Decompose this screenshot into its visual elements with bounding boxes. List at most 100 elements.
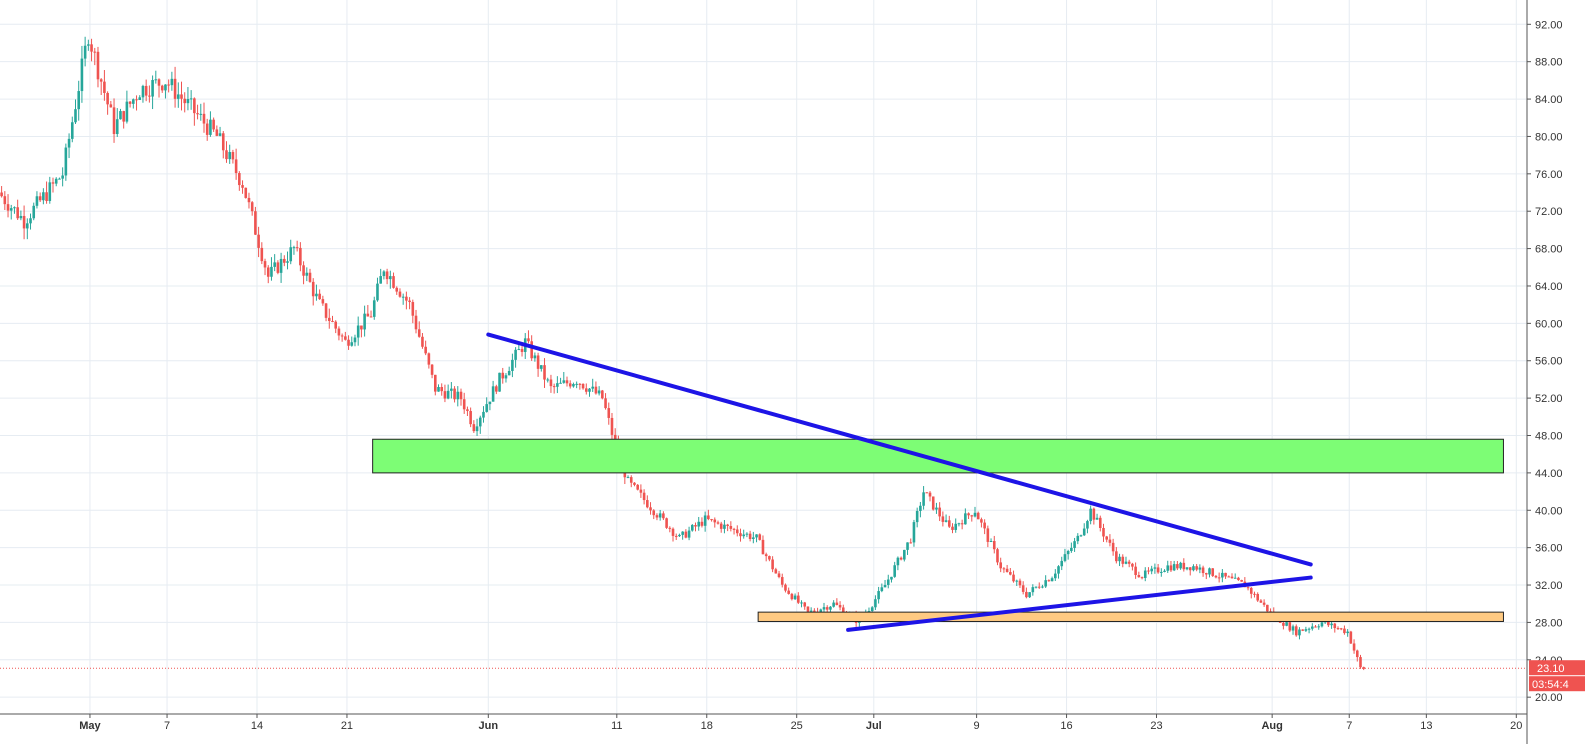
candle-body (729, 525, 733, 529)
candle-body (302, 265, 305, 276)
candle-body (976, 512, 980, 520)
candle-body (719, 523, 723, 529)
candle-body (1160, 571, 1163, 573)
y-tick-label: 68.00 (1535, 244, 1563, 256)
candle-body (1339, 628, 1343, 630)
y-tick-label: 52.00 (1535, 393, 1563, 405)
x-tick-label: 13 (1420, 720, 1432, 732)
candle-body (581, 383, 585, 389)
candle-body (103, 81, 106, 93)
candle-body (597, 390, 601, 394)
candle-body (286, 261, 289, 263)
candle-body (292, 247, 296, 249)
candle-body (780, 577, 784, 585)
candle-body (443, 391, 447, 399)
candle-body (247, 197, 251, 203)
candle-body (912, 522, 916, 543)
up-trendline[interactable] (846, 575, 1313, 632)
y-tick-label: 56.00 (1535, 356, 1563, 368)
candle-body (665, 518, 668, 528)
candle-body (1124, 561, 1128, 564)
candle-body (1153, 567, 1157, 569)
candle-body (491, 386, 495, 402)
candle-body (527, 338, 530, 342)
candle-body (575, 383, 578, 385)
candle-body (176, 94, 180, 99)
support-zone[interactable] (757, 611, 1504, 622)
candle-body (334, 321, 338, 329)
candle-body (180, 94, 183, 99)
candle-body (1256, 593, 1259, 601)
candle-body (279, 258, 283, 273)
candle-body (716, 522, 720, 524)
candle-body (668, 527, 672, 529)
candle-body (806, 606, 810, 612)
candle-body (231, 152, 235, 160)
countdown-label: 03:54:4 (1532, 679, 1569, 691)
candle-body (183, 98, 187, 104)
candle-body (591, 386, 595, 389)
candle-body (1140, 577, 1144, 579)
candle-body (880, 587, 884, 592)
candle-body (992, 541, 996, 550)
candle-body (411, 302, 415, 316)
candle-body (1240, 580, 1243, 582)
candle-body (813, 610, 816, 612)
y-tick-label: 76.00 (1535, 169, 1563, 181)
candle-body (1066, 551, 1070, 555)
candle-body (112, 107, 116, 135)
candle-body (674, 535, 678, 537)
candle-body (1005, 568, 1009, 573)
candle-body (26, 223, 29, 229)
y-tick-label: 80.00 (1535, 131, 1563, 143)
down-trendline[interactable] (486, 332, 1313, 567)
candle-body (1211, 568, 1215, 576)
candle-body (459, 391, 463, 400)
candle-body (1002, 568, 1006, 570)
candle-body (613, 434, 617, 442)
candle-body (433, 374, 437, 392)
candle-body (552, 386, 556, 388)
candle-body (1204, 573, 1208, 575)
candle-body (1018, 580, 1022, 586)
candle-body (568, 383, 572, 387)
candle-body (193, 98, 196, 114)
candle-body (382, 271, 386, 277)
resistance-zone[interactable] (372, 438, 1504, 474)
candle-body (1201, 567, 1205, 574)
candle-body (495, 386, 498, 392)
candle-body (964, 513, 967, 525)
candle-body (935, 507, 938, 510)
candle-body (1156, 567, 1160, 573)
candle-body (896, 557, 900, 566)
candle-body (87, 44, 90, 46)
candle-body (755, 534, 758, 538)
x-tick-label: May (79, 720, 101, 732)
candle-body (408, 300, 411, 303)
drawing-zones[interactable] (372, 438, 1504, 622)
candle-body (67, 138, 71, 148)
candle-body (1041, 586, 1044, 588)
candle-body (405, 296, 408, 301)
candle-body (726, 524, 729, 526)
candle-body (601, 390, 604, 399)
candle-body (1034, 586, 1038, 588)
candle-body (427, 353, 431, 365)
candle-body (32, 205, 36, 219)
candle-body (202, 113, 206, 124)
candle-body (1362, 667, 1366, 669)
countdown-tag (1529, 676, 1585, 692)
candle-body (1073, 541, 1076, 548)
candle-body (311, 281, 315, 297)
candle-body (344, 336, 347, 340)
candle-body (841, 607, 845, 615)
candle-body (514, 349, 517, 360)
candle-body (800, 602, 803, 604)
candle-body (1221, 572, 1224, 578)
candle-body (327, 317, 331, 321)
candle-body (562, 380, 566, 383)
candle-body (295, 247, 299, 249)
trendlines[interactable] (486, 332, 1313, 632)
